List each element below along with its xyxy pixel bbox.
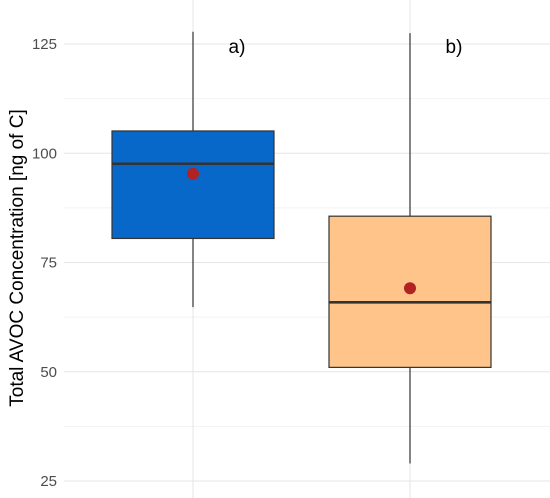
panel-label: b) xyxy=(446,37,463,58)
panel-label: a) xyxy=(229,37,246,58)
y-tick-label: 100 xyxy=(32,145,57,162)
y-tick-label: 75 xyxy=(40,255,57,272)
box-iqr xyxy=(111,130,275,240)
box-group: b) xyxy=(328,33,492,464)
y-tick-label: 125 xyxy=(32,36,57,53)
box-group: a) xyxy=(111,31,275,308)
mean-point xyxy=(187,167,199,180)
y-tick-label: 25 xyxy=(40,473,57,490)
mean-point xyxy=(404,282,416,295)
y-axis-title: Total AVOC Concentration [ng of C] xyxy=(7,109,28,406)
boxes: a) b) xyxy=(111,31,492,464)
y-axis-ticks: 25 50 75 100 125 xyxy=(32,36,57,490)
y-tick-label: 50 xyxy=(40,364,57,381)
